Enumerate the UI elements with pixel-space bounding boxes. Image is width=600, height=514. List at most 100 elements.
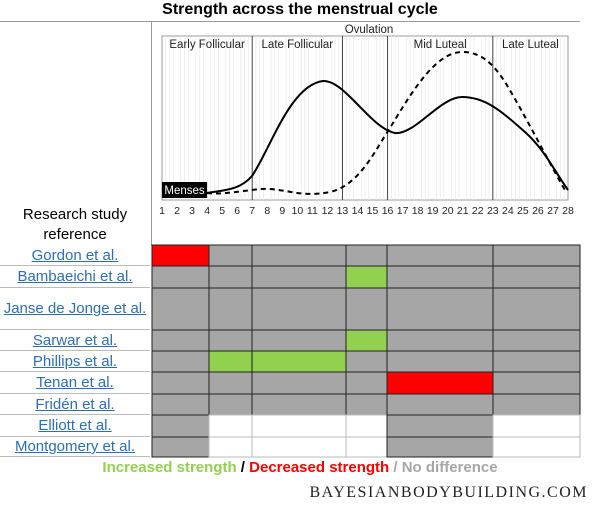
menses-box [162,182,208,198]
chart-title: Strength across the menstrual cycle [162,1,438,18]
table-cell-none [386,414,494,438]
legend-increased: Increased strength [102,459,237,476]
day-tick-label: 17 [397,205,409,217]
study-link[interactable]: Phillips et al. [0,351,150,372]
day-tick-label: 1 [159,205,165,217]
day-tick-label: 7 [249,205,255,217]
study-link[interactable]: Janse de Jonge et al. [0,288,150,330]
phase-label: Early Follicular [169,39,245,51]
table-cell-not_tested [208,436,253,458]
day-tick-label: 2 [174,205,180,217]
table-cell-none [492,329,581,352]
table-cell-none [208,265,253,289]
table-cell-none [492,287,581,331]
table-cell-none [386,350,494,373]
table-cell-none [151,371,210,395]
table-cell-none [345,371,388,395]
study-link[interactable]: Sarwar et al. [0,330,150,351]
divider [0,21,580,22]
ovulation-label: Ovulation [345,24,394,36]
study-link[interactable]: Tenan et al. [0,372,150,394]
dashed-curve [206,50,567,195]
table-cell-none [208,393,253,416]
legend-decreased: Decreased strength [249,459,390,476]
table-cell-not_tested [345,436,388,458]
study-link[interactable]: Elliott et al. [0,415,150,437]
day-tick-label: 5 [219,205,225,217]
day-tick-label: 23 [487,205,499,217]
table-cell-none [251,329,347,352]
legend-separator: / [389,459,402,476]
day-tick-label: 3 [189,205,195,217]
day-tick-label: 18 [412,205,424,217]
day-tick-label: 4 [204,205,210,217]
day-tick-label: 21 [457,205,469,217]
table-cell-none [251,287,347,331]
table-cell-increased [208,350,253,373]
study-link[interactable]: Gordon et al. [0,245,150,266]
table-cell-none [386,436,494,458]
table-cell-none [208,371,253,395]
table-cell-not_tested [208,414,253,438]
table-cell-decreased [386,371,494,395]
table-cell-none [151,287,210,331]
day-tick-label: 22 [472,205,484,217]
day-tick-label: 15 [367,205,379,217]
table-cell-none [492,244,581,267]
table-cell-none [492,371,581,395]
phase-label: Late Luteal [502,39,559,51]
table-cell-none [151,414,210,438]
table-cell-none [386,329,494,352]
table-cell-none [345,244,388,267]
legend: Increased strength / Decreased strength … [0,459,600,476]
table-cell-none [151,393,210,416]
table-cell-none [386,244,494,267]
menses-label: Menses [164,185,205,197]
day-tick-label: 24 [502,205,514,217]
day-tick-label: 10 [291,205,303,217]
table-cell-not_tested [251,414,347,438]
day-tick-label: 11 [307,205,318,217]
table-cell-none [151,265,210,289]
study-link[interactable]: Fridén et al. [0,394,150,415]
table-cell-decreased [151,244,210,267]
day-tick-label: 9 [279,205,285,217]
table-cell-none [151,436,210,458]
table-cell-none [386,287,494,331]
table-cell-not_tested [492,436,581,458]
table-cell-none [345,350,388,373]
table-cell-increased [345,329,388,352]
table-cell-none [151,350,210,373]
table-cell-none [386,265,494,289]
table-cell-none [208,287,253,331]
solid-curve [206,79,569,194]
table-cell-none [251,244,347,267]
day-tick-label: 14 [352,205,364,217]
table-cell-none [345,393,388,416]
day-tick-label: 26 [532,205,544,217]
day-tick-label: 25 [517,205,529,217]
table-cell-none [492,265,581,289]
table-cell-not_tested [251,436,347,458]
table-cell-none [208,329,253,352]
day-tick-label: 27 [547,205,559,217]
table-cell-none [386,393,494,416]
table-cell-not_tested [345,414,388,438]
phase-label: Late Follicular [262,39,334,51]
table-cell-increased [345,265,388,289]
table-cell-none [251,371,347,395]
table-cell-none [492,393,581,416]
phase-label: Mid Luteal [414,39,467,51]
study-link[interactable]: Montgomery et al. [0,437,150,457]
study-link[interactable]: Bambaeichi et al. [0,266,150,288]
table-cell-none [251,393,347,416]
table-cell-none [208,244,253,267]
day-tick-label: 12 [322,205,334,217]
divider [151,21,152,246]
day-tick-label: 8 [264,205,270,217]
day-tick-label: 13 [337,205,349,217]
day-tick-label: 16 [382,205,394,217]
site-watermark: BAYESIANBODYBUILDING.COM [309,484,588,501]
